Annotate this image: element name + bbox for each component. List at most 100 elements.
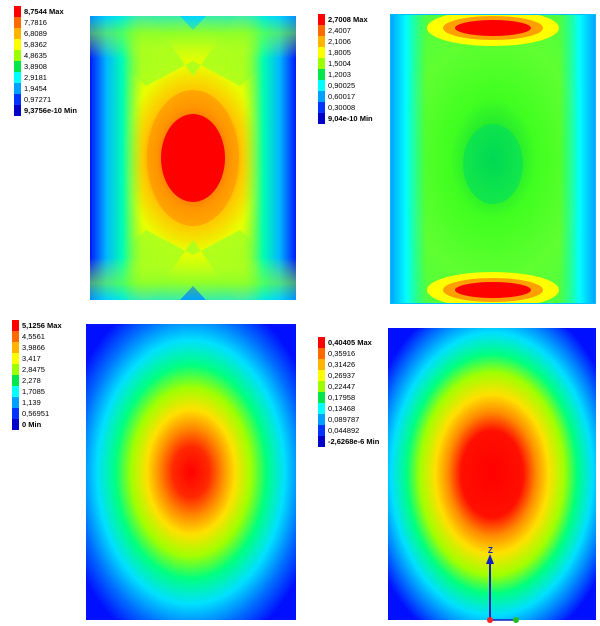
legend-swatch	[14, 72, 21, 83]
legend-entry: 0,089787	[318, 414, 359, 425]
legend-label: 3,8908	[24, 62, 47, 71]
legend-entry: 0,30008	[318, 102, 355, 113]
legend-swatch	[12, 375, 19, 386]
legend-label: 5,8362	[24, 40, 47, 49]
legend-swatch	[12, 419, 19, 430]
legend-label: 6,8089	[24, 29, 47, 38]
legend-label: 9,04e-10 Min	[328, 114, 373, 123]
legend-swatch	[12, 320, 19, 331]
legend-swatch	[14, 39, 21, 50]
legend-top-right: 2,7008 Max 2,4007 2,1006 1,8005 1,5004 1,2003…	[318, 14, 388, 124]
legend-entry: 1,9454	[14, 83, 47, 94]
legend-label: 2,1006	[328, 37, 351, 46]
legend-swatch	[318, 14, 325, 25]
legend-label: 1,2003	[328, 70, 351, 79]
axis-z-label: Z	[488, 546, 493, 555]
legend-swatch	[12, 331, 19, 342]
legend-entry: 0,22447	[318, 381, 355, 392]
legend-label: 0,35916	[328, 349, 356, 358]
legend-swatch	[318, 36, 325, 47]
contour-plot-bottom-left	[86, 324, 296, 620]
legend-entry: 0,31426	[318, 359, 355, 370]
legend-swatch	[14, 83, 21, 94]
legend-label: 0,044892	[328, 426, 360, 435]
legend-bottom-left: 5,1256 Max 4,5561 3,9866 3,417 2,8475 2,278 1,…	[12, 320, 82, 430]
legend-swatch	[318, 69, 325, 80]
legend-label: 4,8635	[24, 51, 47, 60]
legend-entry: 4,5561	[12, 331, 45, 342]
legend-entry: 0 Min	[12, 419, 41, 430]
legend-label: 0,90025	[328, 81, 356, 90]
legend-swatch	[14, 17, 21, 28]
legend-swatch	[12, 342, 19, 353]
legend-label: 7,7816	[24, 18, 47, 27]
legend-label: 0,30008	[328, 103, 356, 112]
legend-label: 2,8475	[22, 365, 45, 374]
legend-label: 1,5004	[328, 59, 351, 68]
legend-label: 0,22447	[328, 382, 356, 391]
legend-swatch	[318, 425, 325, 436]
legend-entry: 2,1006	[318, 36, 351, 47]
legend-swatch	[12, 408, 19, 419]
legend-label: 2,4007	[328, 26, 351, 35]
legend-swatch	[14, 61, 21, 72]
legend-entry: 5,8362	[14, 39, 47, 50]
legend-entry: 3,8908	[14, 61, 47, 72]
legend-label: 0,089787	[328, 415, 360, 424]
legend-swatch	[14, 105, 21, 116]
legend-entry: 1,2003	[318, 69, 351, 80]
legend-entry: 0,40405 Max	[318, 337, 372, 348]
legend-swatch	[14, 50, 21, 61]
legend-entry: -2,6268e-6 Min	[318, 436, 379, 447]
legend-swatch	[12, 353, 19, 364]
legend-label: 0,40405 Max	[328, 338, 372, 347]
legend-label: 5,1256 Max	[22, 321, 62, 330]
legend-label: 1,139	[22, 398, 41, 407]
legend-entry: 0,90025	[318, 80, 355, 91]
legend-label: 0,26937	[328, 371, 356, 380]
legend-swatch	[318, 436, 325, 447]
legend-entry: 1,139	[12, 397, 41, 408]
legend-label: 0,60017	[328, 92, 356, 101]
legend-label: 2,278	[22, 376, 41, 385]
legend-top-left: 8,7544 Max 7,7816 6,8089 5,8362 4,8635 3,8908…	[14, 6, 84, 116]
legend-label: 9,3756e-10 Min	[24, 106, 77, 115]
legend-entry: 3,417	[12, 353, 41, 364]
legend-swatch	[14, 28, 21, 39]
legend-label: 0,31426	[328, 360, 356, 369]
legend-entry: 4,8635	[14, 50, 47, 61]
legend-swatch	[12, 364, 19, 375]
legend-entry: 2,278	[12, 375, 41, 386]
legend-swatch	[318, 337, 325, 348]
legend-label: -2,6268e-6 Min	[328, 437, 380, 446]
legend-label: 2,9181	[24, 73, 47, 82]
legend-entry: 0,13468	[318, 403, 355, 414]
legend-entry: 0,56951	[12, 408, 49, 419]
legend-swatch	[318, 91, 325, 102]
contour-plot-top-right	[390, 14, 596, 304]
legend-swatch	[12, 397, 19, 408]
legend-label: 2,7008 Max	[328, 15, 368, 24]
legend-swatch	[12, 386, 19, 397]
legend-label: 3,9866	[22, 343, 45, 352]
legend-swatch	[318, 403, 325, 414]
legend-swatch	[14, 6, 21, 17]
legend-entry: 5,1256 Max	[12, 320, 62, 331]
legend-label: 4,5561	[22, 332, 45, 341]
legend-swatch	[318, 370, 325, 381]
legend-label: 0,17958	[328, 393, 356, 402]
legend-swatch	[318, 102, 325, 113]
legend-label: 1,7085	[22, 387, 45, 396]
legend-entry: 9,04e-10 Min	[318, 113, 373, 124]
legend-label: 1,8005	[328, 48, 351, 57]
legend-swatch	[14, 94, 21, 105]
contour-plot-top-left	[90, 16, 296, 300]
legend-entry: 2,4007	[318, 25, 351, 36]
legend-label: 0,56951	[22, 409, 50, 418]
legend-entry: 8,7544 Max	[14, 6, 64, 17]
legend-swatch	[318, 113, 325, 124]
legend-entry: 3,9866	[12, 342, 45, 353]
legend-swatch	[318, 381, 325, 392]
legend-entry: 0,044892	[318, 425, 359, 436]
legend-entry: 0,60017	[318, 91, 355, 102]
